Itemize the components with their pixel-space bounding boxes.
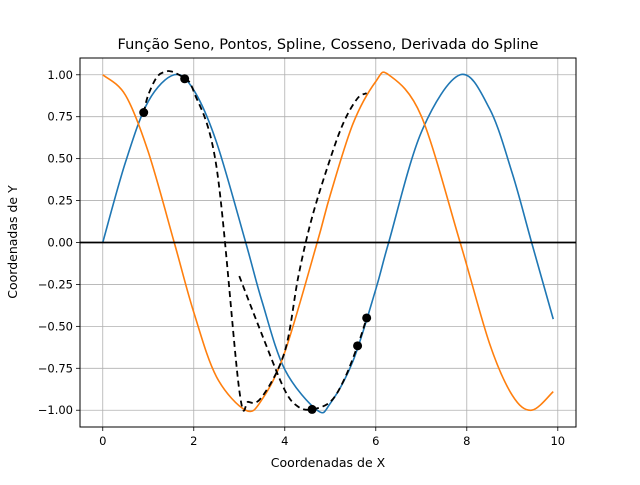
x-tick-label: 6 bbox=[372, 434, 379, 448]
data-point bbox=[180, 74, 190, 84]
series-layer bbox=[80, 70, 576, 414]
data-point bbox=[139, 108, 149, 118]
x-tick-label: 10 bbox=[550, 434, 565, 448]
x-tick-label: 4 bbox=[281, 434, 288, 448]
y-tick-label: 0.00 bbox=[47, 236, 73, 250]
sine-curve bbox=[101, 73, 555, 414]
x-tick-label: 0 bbox=[99, 434, 106, 448]
x-axis-label: Coordenadas de X bbox=[271, 455, 386, 470]
cosine-curve bbox=[102, 71, 554, 413]
y-tick-label: −0.50 bbox=[38, 319, 73, 333]
data-point bbox=[353, 341, 363, 351]
y-tick-label: 1.00 bbox=[47, 68, 73, 82]
y-tick-label: 0.75 bbox=[47, 110, 73, 124]
tick-layer: 0 2 4 6 8 10 −1.00 −0.75 −0.50 −0.25 0.00 0.25 0.50 0… bbox=[38, 68, 565, 448]
spline-curve bbox=[142, 70, 368, 412]
y-axis-label: Coordenadas de Y bbox=[5, 185, 20, 299]
data-point bbox=[307, 404, 317, 414]
y-tick-label: −0.25 bbox=[38, 277, 73, 291]
x-tick-label: 8 bbox=[463, 434, 470, 448]
y-tick-label: −0.75 bbox=[38, 361, 73, 375]
y-tick-label: −1.00 bbox=[38, 403, 73, 417]
data-point bbox=[362, 313, 372, 323]
y-tick-label: 0.50 bbox=[47, 152, 73, 166]
chart-title: Função Seno, Pontos, Spline, Cosseno, De… bbox=[118, 37, 539, 53]
y-tick-label: 0.25 bbox=[47, 194, 73, 208]
spline-derivative-curve bbox=[238, 275, 368, 411]
x-tick-label: 2 bbox=[190, 434, 197, 448]
